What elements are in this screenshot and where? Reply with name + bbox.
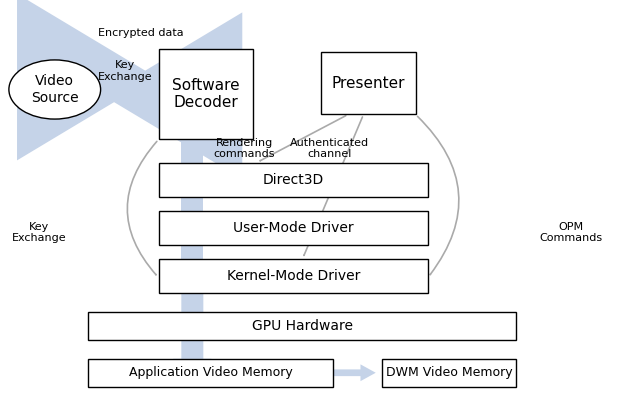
Text: Kernel-Mode Driver: Kernel-Mode Driver: [226, 269, 360, 283]
Text: Video
Source: Video Source: [31, 74, 78, 104]
Bar: [159, 49, 254, 139]
FancyArrow shape: [333, 364, 376, 381]
Text: Key
Exchange: Key Exchange: [12, 222, 67, 243]
Bar: [181, 49, 204, 293]
Text: GPU Hardware: GPU Hardware: [252, 319, 353, 333]
Bar: [382, 359, 516, 387]
Bar: [321, 52, 415, 114]
Bar: [159, 211, 428, 245]
FancyArrow shape: [173, 293, 212, 324]
Text: Rendering
commands: Rendering commands: [213, 138, 275, 159]
Bar: [88, 359, 333, 387]
Text: OPM
Commands: OPM Commands: [540, 222, 603, 243]
Text: Authenticated
channel: Authenticated channel: [291, 138, 370, 159]
Text: Software
Decoder: Software Decoder: [172, 78, 240, 110]
Text: Direct3D: Direct3D: [263, 173, 324, 187]
Text: Key
Exchange: Key Exchange: [97, 60, 152, 82]
Bar: [88, 312, 516, 340]
Bar: [159, 163, 428, 197]
Text: Application Video Memory: Application Video Memory: [129, 366, 292, 379]
Text: Encrypted data: Encrypted data: [97, 28, 183, 38]
Text: DWM Video Memory: DWM Video Memory: [386, 366, 513, 379]
FancyArrow shape: [173, 340, 212, 371]
Text: Presenter: Presenter: [331, 76, 405, 91]
Ellipse shape: [9, 60, 101, 119]
Bar: [159, 259, 428, 293]
Text: User-Mode Driver: User-Mode Driver: [233, 221, 354, 235]
